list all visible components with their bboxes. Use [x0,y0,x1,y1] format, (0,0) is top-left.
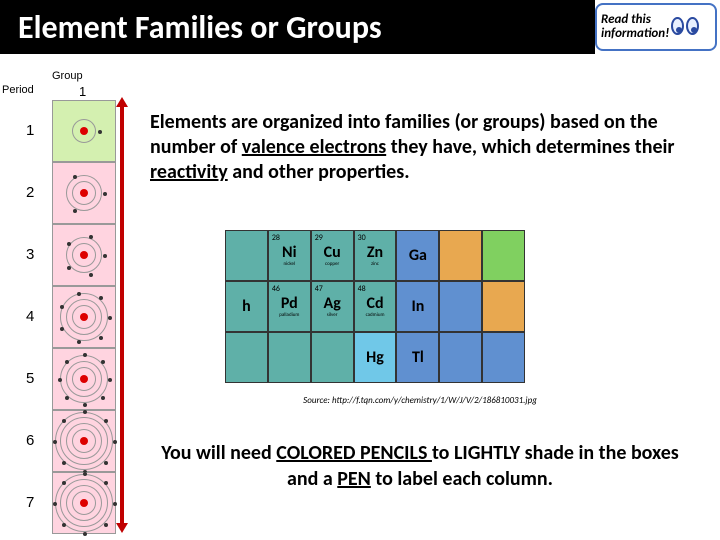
period-number: 2 [26,184,34,201]
pt-cell [268,332,311,383]
read-this-text: Read this information! [601,13,669,42]
pt-cell: 46Pdpalladium [268,281,311,332]
read-this-callout: Read this information! [595,3,717,51]
pt-cell [311,332,354,383]
pt-cell [225,230,268,281]
pt-cell: 48Cdcadmium [354,281,397,332]
pt-cell: Ga [396,230,439,281]
period-number: 4 [26,308,34,325]
pt-cell: 28Ninickel [268,230,311,281]
atom-cell [52,162,116,224]
group-label: Group [52,70,83,82]
pt-cell: 30Znzinc [354,230,397,281]
pt-cell: 47Agsilver [311,281,354,332]
periodic-table-image: 28Ninickel29Cucopper30ZnzincGa h46Pdpalla… [225,230,525,385]
pt-cell [439,281,482,332]
atom-cell [52,472,116,534]
main-paragraph: Elements are organized into families (or… [150,110,690,185]
period-number: 3 [26,246,34,263]
pt-cell: Tl [396,332,439,383]
instruction-text: You will need COLORED PENCILS to LIGHTLY… [150,440,690,492]
period-label: Period [2,84,34,96]
pt-cell [439,230,482,281]
atom-cell [52,100,116,162]
period-number: 5 [26,370,34,387]
pt-cell: h [225,281,268,332]
vertical-arrow [118,105,126,525]
pt-cell [225,332,268,383]
pt-cell: In [396,281,439,332]
pt-cell [482,230,525,281]
pt-cell: 29Cucopper [311,230,354,281]
atom-cell [52,224,116,286]
title-bar: Element Families or Groups [0,0,595,54]
group-number: 1 [79,84,86,99]
pt-cell [482,332,525,383]
page-title: Element Families or Groups [18,8,382,47]
period-number: 1 [26,122,34,139]
atom-cell [52,286,116,348]
pt-cell: Hg [354,332,397,383]
pt-cell [439,332,482,383]
image-source: Source: http://f.tqn.com/y/chemistry/1/W… [170,395,670,406]
pt-cell [482,281,525,332]
period-number: 7 [26,494,34,511]
atom-cell [52,410,116,472]
atom-cell [52,348,116,410]
eyes-icon [671,17,699,37]
period-number: 6 [26,432,34,449]
